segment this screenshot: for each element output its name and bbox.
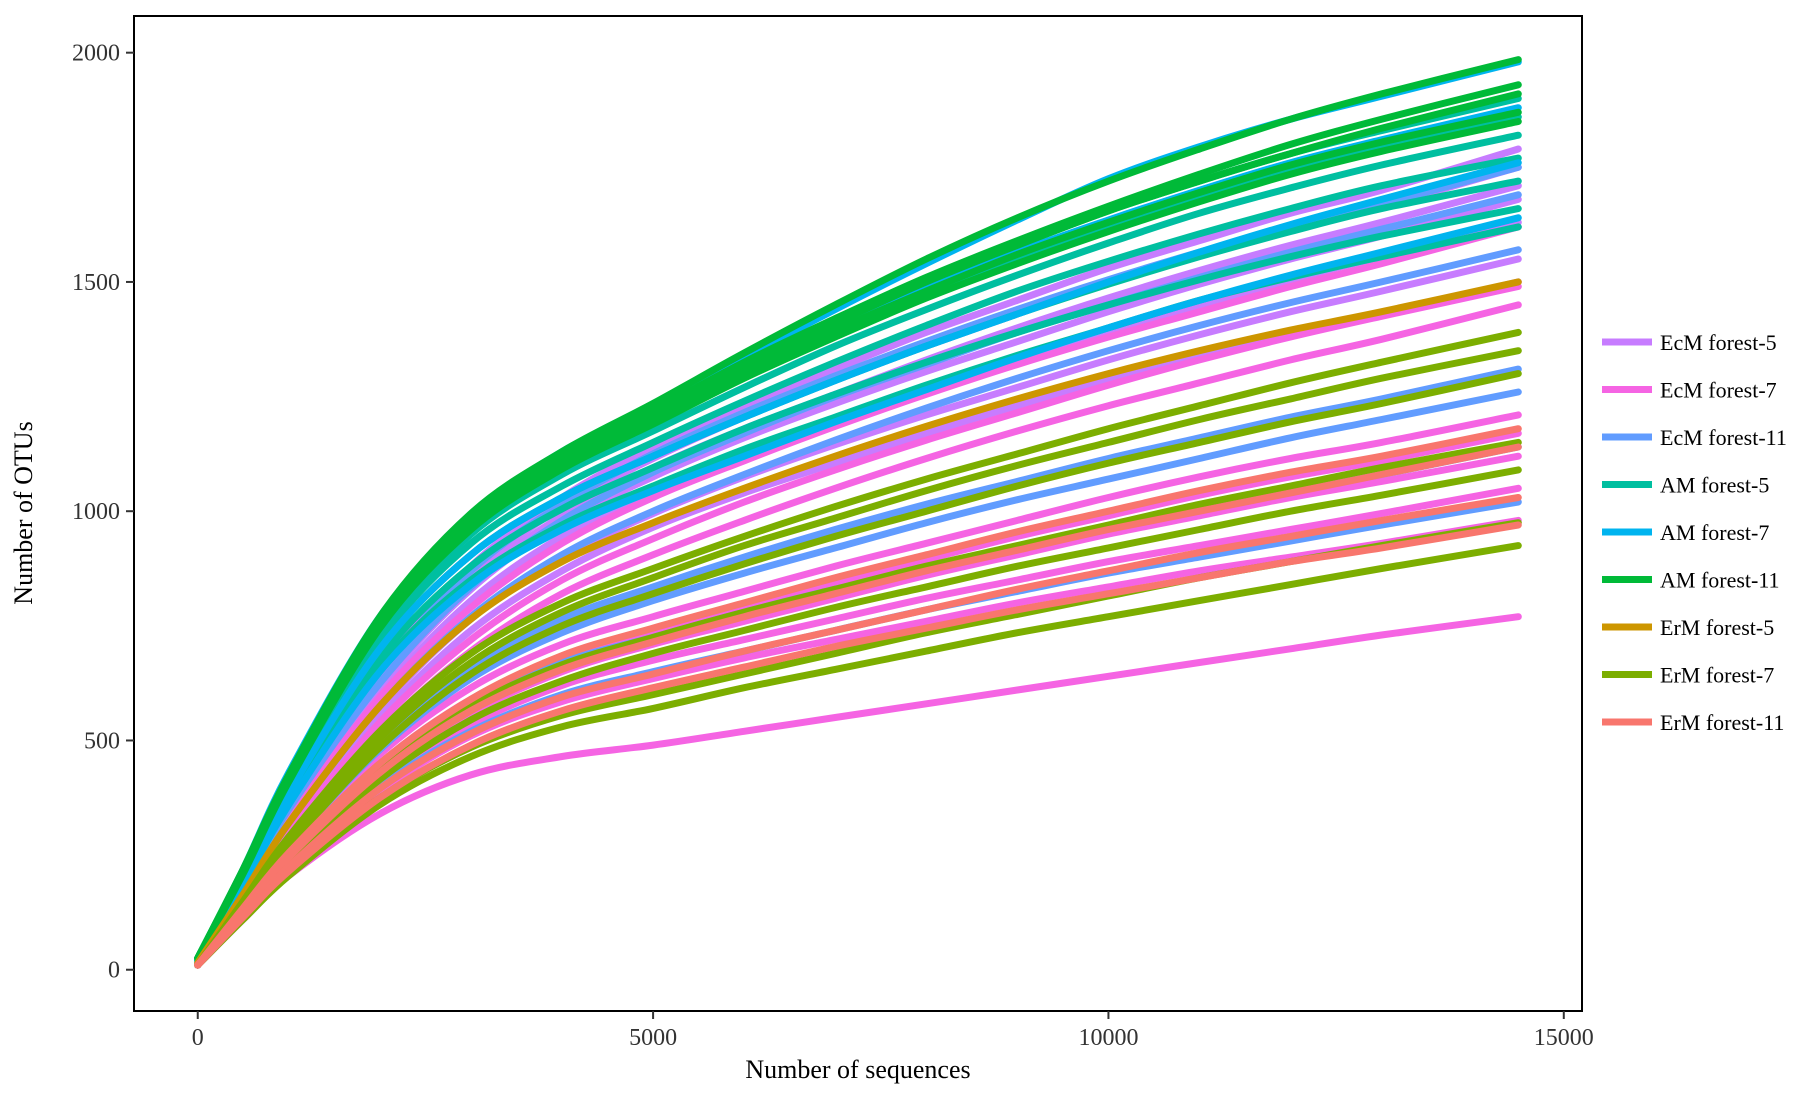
series-line-8-0 xyxy=(194,425,1522,969)
legend-label: EcM forest-7 xyxy=(1660,378,1777,403)
x-tick-label: 0 xyxy=(192,1025,204,1051)
series-line-4-3 xyxy=(194,214,1522,965)
series-line-8-1 xyxy=(194,443,1522,969)
y-tick-label: 1500 xyxy=(72,270,120,296)
series-line-8-3 xyxy=(194,521,1522,969)
legend-label: AM forest-5 xyxy=(1660,473,1769,498)
legend-label: AM forest-7 xyxy=(1660,520,1769,545)
series-line-7-2 xyxy=(194,370,1522,969)
series-line-4-2 xyxy=(194,159,1522,965)
legend-label: EcM forest-5 xyxy=(1660,330,1777,355)
series-line-7-6 xyxy=(194,542,1522,969)
x-tick-label: 10000 xyxy=(1078,1025,1138,1051)
y-tick-label: 0 xyxy=(108,958,120,984)
x-axis-title: Number of sequences xyxy=(745,1055,970,1084)
series-line-7-0 xyxy=(194,328,1522,969)
legend-label: ErM forest-11 xyxy=(1660,710,1784,735)
legend-label: ErM forest-5 xyxy=(1660,615,1774,640)
y-axis-title: Number of OTUs xyxy=(9,421,38,604)
series-line-1-0 xyxy=(194,223,1522,969)
series-lines xyxy=(194,56,1522,969)
series-line-5-4 xyxy=(194,118,1522,962)
legend-label: EcM forest-11 xyxy=(1660,425,1787,450)
series-line-7-1 xyxy=(194,347,1522,969)
series-line-8-2 xyxy=(194,494,1522,969)
y-tick-label: 2000 xyxy=(72,41,120,67)
x-tick-label: 15000 xyxy=(1534,1025,1594,1051)
y-axis: 0 500 1000 1500 2000 xyxy=(72,41,134,984)
legend: EcM forest-5 EcM forest-7 EcM forest-11 AM … xyxy=(1602,330,1787,735)
legend-label: AM forest-11 xyxy=(1660,568,1780,593)
y-tick-label: 500 xyxy=(84,728,120,754)
series-line-7-4 xyxy=(194,466,1522,969)
y-tick-label: 1000 xyxy=(72,499,120,525)
series-line-1-1 xyxy=(194,283,1522,969)
series-line-6-0 xyxy=(194,278,1522,967)
x-tick-label: 5000 xyxy=(629,1025,677,1051)
legend-label: ErM forest-7 xyxy=(1660,663,1774,688)
series-line-1-8 xyxy=(194,613,1522,969)
x-axis: 0 5000 10000 15000 xyxy=(192,1011,1594,1051)
